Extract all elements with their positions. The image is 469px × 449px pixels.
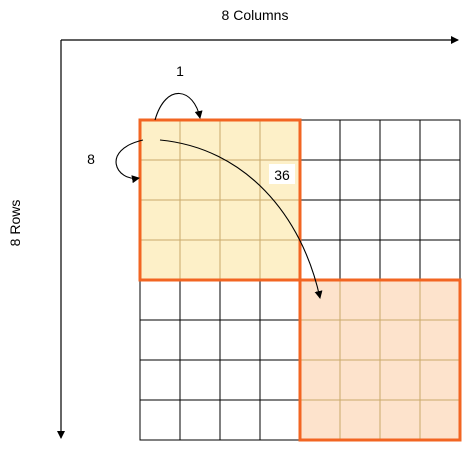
- grid-cell: [379, 159, 421, 201]
- stride-row-arrow: [115, 139, 144, 184]
- stride-one-label: 1: [176, 63, 184, 79]
- grid-cell: [179, 359, 221, 401]
- grid-cell: [299, 199, 341, 241]
- highlighted-block-borders: [138, 118, 462, 442]
- grid-cell: [379, 199, 421, 241]
- grid-cell: [219, 279, 261, 321]
- grid-cell: [179, 399, 221, 441]
- grid-cell: [259, 399, 301, 441]
- highlighted-block-inner-lines: [140, 120, 460, 440]
- stride-block-label: 36: [274, 167, 290, 183]
- grid-cell: [339, 239, 381, 281]
- grid-cell: [299, 119, 341, 161]
- highlighted-block-border: [298, 278, 462, 442]
- grid-cell: [259, 279, 301, 321]
- grid-cell: [339, 119, 381, 161]
- grid-cell: [419, 239, 461, 281]
- grid-cell: [379, 239, 421, 281]
- grid-cell: [139, 399, 181, 441]
- stride-one-arrow: [154, 92, 203, 121]
- grid-cell: [339, 199, 381, 241]
- stride-row-label: 8: [87, 151, 95, 167]
- grid-cell: [299, 159, 341, 201]
- grid-cell: [419, 199, 461, 241]
- grid-cell: [419, 159, 461, 201]
- grid-cell: [379, 119, 421, 161]
- grid-cell: [339, 159, 381, 201]
- rows-label: 8 Rows: [7, 200, 23, 247]
- grid-cell: [219, 399, 261, 441]
- grid-cell: [419, 119, 461, 161]
- highlighted-block-border: [138, 118, 302, 282]
- grid-cell: [179, 319, 221, 361]
- stride-block-label-bg: [269, 164, 295, 184]
- grid-cell: [139, 279, 181, 321]
- grid-cell: [179, 279, 221, 321]
- grid-cell: [139, 319, 181, 361]
- grid-cell: [139, 359, 181, 401]
- grid-cell: [219, 359, 261, 401]
- grid-cell: [259, 319, 301, 361]
- grid-cell: [219, 319, 261, 361]
- columns-label: 8 Columns: [222, 7, 289, 23]
- stride-block-arrow: [159, 139, 323, 299]
- grid-cell: [259, 359, 301, 401]
- grid-cell: [299, 239, 341, 281]
